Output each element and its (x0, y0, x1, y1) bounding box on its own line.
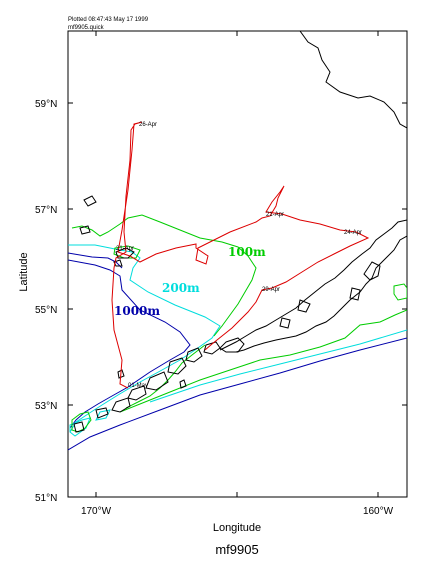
contour-label-1000m: 1000m (114, 304, 160, 318)
track-date-label: 01-May (128, 383, 148, 389)
y-ticks (68, 102, 407, 406)
y-tick-label: 55°N (35, 305, 57, 316)
track-date-label: 29-Apr (262, 287, 280, 293)
contour-label-100m: 100m (228, 245, 266, 259)
cruise-track (111, 121, 370, 389)
y-axis-title: Latitude (18, 252, 30, 291)
x-axis-title: Longitude (213, 522, 261, 534)
track-date-label: 21-Apr (266, 212, 284, 218)
track-date-label: 26-Apr (139, 122, 157, 128)
x-tick-label: 170°W (81, 506, 112, 517)
contour-label-200m: 200m (162, 281, 200, 295)
map-title: mf9905 (215, 542, 258, 557)
track-date-label: 21-Apr (116, 246, 134, 252)
y-tick-label: 59°N (35, 99, 57, 110)
track-date-label: 24-Apr (344, 230, 362, 236)
contour-100m (71, 214, 407, 433)
y-tick-label: 53°N (35, 401, 57, 412)
y-tick-label: 51°N (35, 493, 57, 504)
y-tick-label: 57°N (35, 205, 57, 216)
contour-1000m (68, 252, 407, 451)
header-plotted: Plotted 08:47:43 May 17 1999 (68, 17, 149, 23)
x-ticks (95, 31, 379, 497)
map-frame (67, 30, 408, 498)
x-tick-label: 160°W (363, 506, 394, 517)
header-cruise: mf9905.quick (68, 25, 105, 31)
